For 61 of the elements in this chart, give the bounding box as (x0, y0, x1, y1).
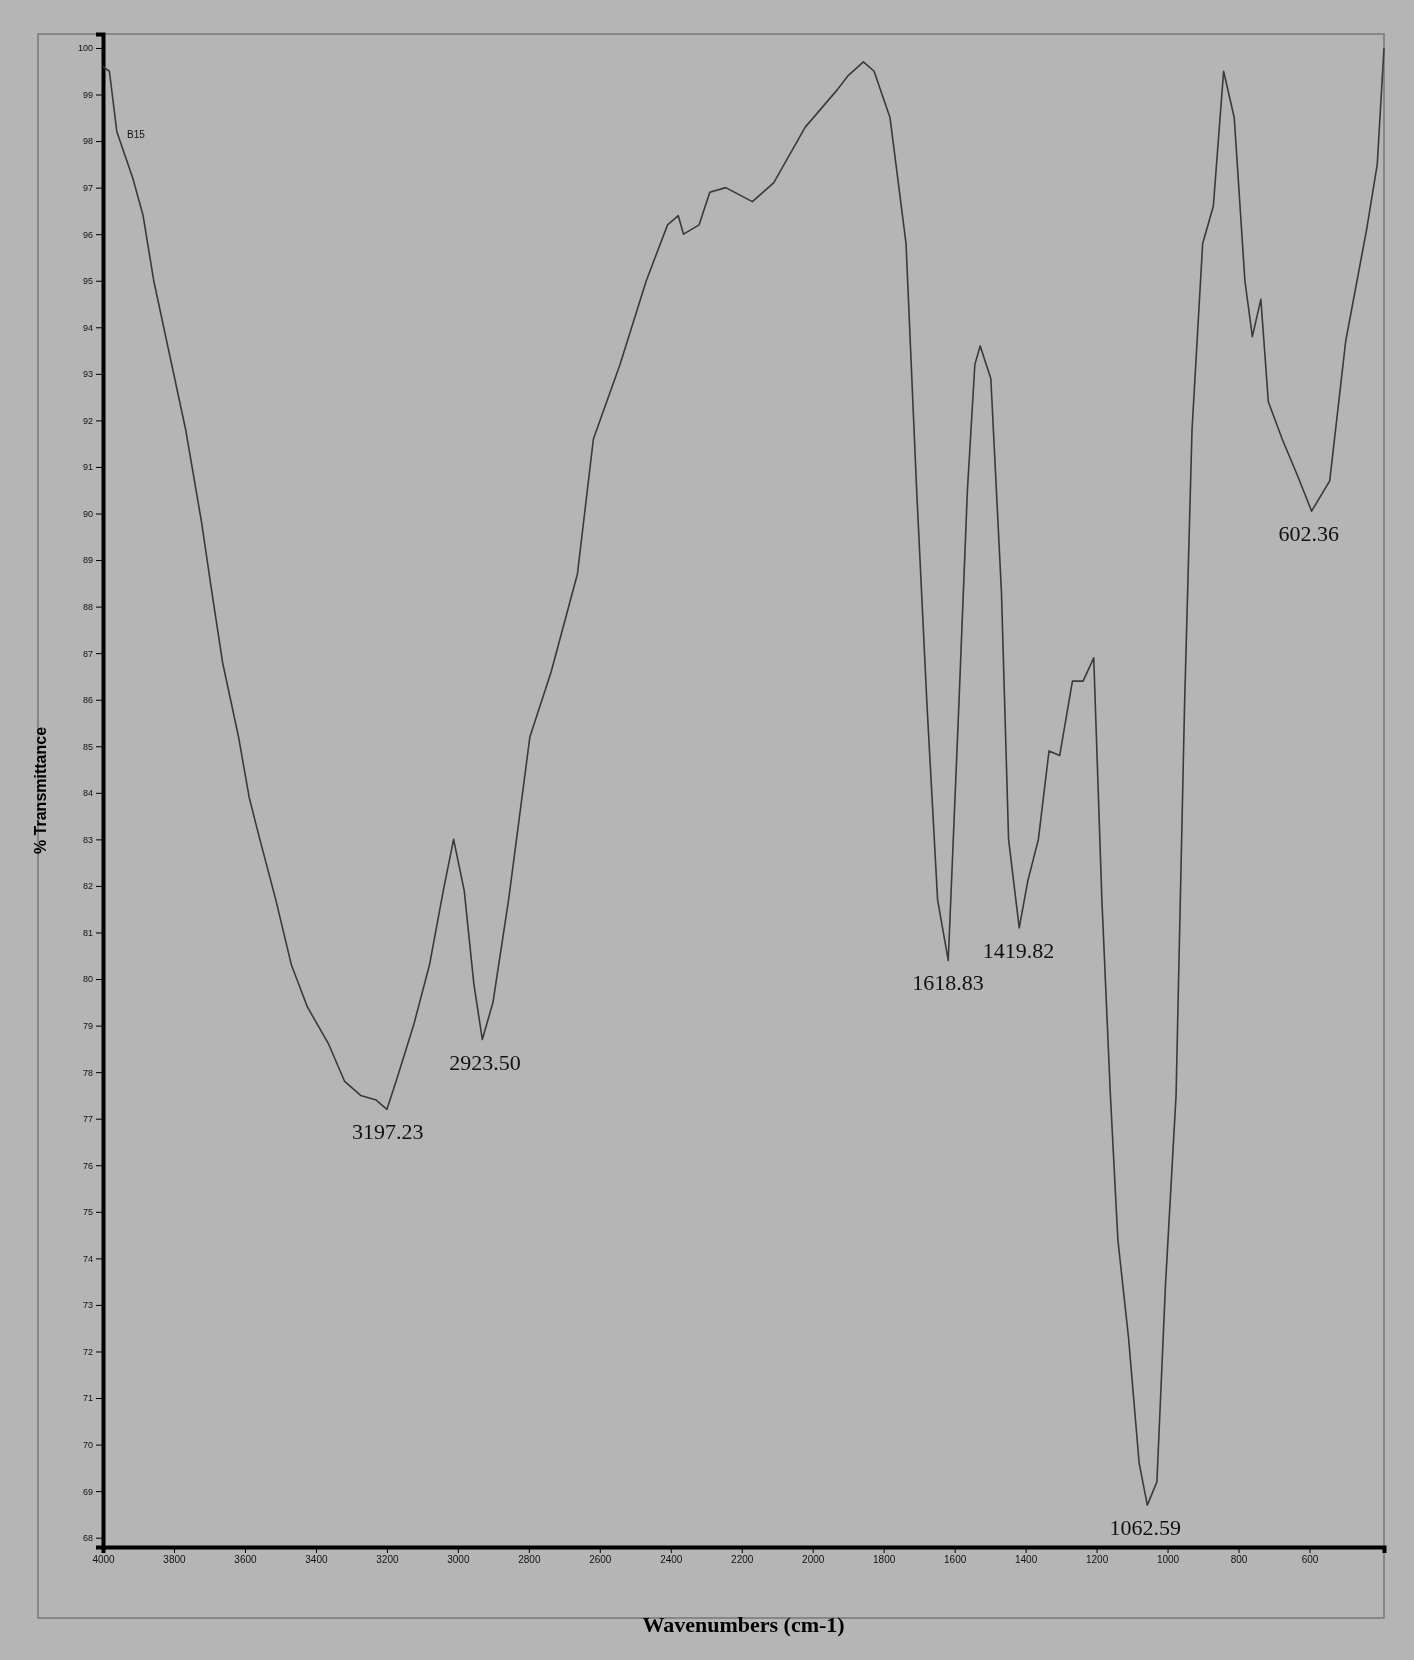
annotation: 2923.50 (449, 1049, 521, 1075)
annotation: 602.36 (1278, 521, 1339, 547)
y-tick-label: 92 (82, 415, 93, 426)
annotation: 3197.23 (352, 1119, 424, 1145)
x-tick-label: 2800 (518, 1554, 541, 1566)
x-tick-label: 4000 (92, 1554, 116, 1566)
x-tick-label: 2600 (589, 1554, 612, 1566)
x-tick-label: 3200 (376, 1554, 399, 1566)
y-tick-label: 78 (82, 1067, 93, 1078)
x-tick-label: 2200 (731, 1554, 754, 1566)
y-tick-label: 81 (82, 927, 93, 938)
y-tick-label: 74 (82, 1253, 93, 1264)
x-axis-title: Wavenumbers (cm-1) (642, 1612, 845, 1637)
annotation: 1419.82 (982, 937, 1055, 963)
y-tick-label: 76 (82, 1160, 93, 1171)
y-tick-label: 79 (82, 1020, 93, 1031)
annotation: B15 (127, 129, 146, 140)
y-tick-label: 88 (82, 601, 93, 612)
y-tick-label: 95 (82, 276, 93, 287)
y-tick-label: 83 (82, 834, 93, 845)
x-tick-label: 1400 (1014, 1554, 1038, 1566)
y-tick-label: 85 (82, 741, 93, 752)
x-tick-label: 1000 (1156, 1554, 1180, 1566)
x-tick-label: 1600 (944, 1554, 967, 1566)
y-tick-label: 93 (82, 369, 93, 380)
x-tick-label: 2000 (802, 1554, 825, 1566)
x-tick-label: 3800 (163, 1554, 187, 1566)
x-tick-label: 1800 (873, 1554, 896, 1566)
x-tick-label: 2400 (660, 1554, 683, 1566)
y-tick-label: 80 (82, 974, 93, 985)
y-tick-label: 89 (82, 555, 93, 566)
y-tick-label: 70 (82, 1439, 93, 1450)
y-tick-label: 91 (82, 462, 93, 473)
y-tick-label: 82 (82, 881, 93, 892)
y-tick-label: 86 (82, 695, 93, 706)
y-tick-label: 71 (82, 1393, 93, 1404)
y-axis-title: % Transmittance (32, 726, 49, 855)
x-tick-label: 1200 (1085, 1554, 1109, 1566)
y-tick-label: 69 (82, 1486, 93, 1497)
annotation: 1062.59 (1109, 1515, 1182, 1541)
y-tick-label: 87 (82, 648, 93, 659)
annotation: 1618.83 (912, 970, 984, 996)
x-tick-label: 3400 (305, 1554, 328, 1566)
x-tick-label: 800 (1230, 1554, 1248, 1566)
y-tick-label: 96 (82, 229, 93, 240)
y-tick-label: 75 (82, 1207, 93, 1218)
y-tick-label: 90 (82, 508, 93, 519)
line-series (102, 47, 1385, 1506)
y-tick-label: 99 (82, 89, 93, 100)
x-tick-label: 3000 (447, 1554, 470, 1566)
y-tick-label: 100 (77, 43, 93, 54)
y-tick-label: 77 (82, 1114, 93, 1125)
y-tick-label: 73 (82, 1300, 93, 1311)
y-tick-label: 94 (82, 322, 93, 333)
y-tick-label: 72 (82, 1346, 93, 1357)
y-tick-label: 68 (82, 1533, 93, 1544)
x-tick-label: 3600 (234, 1554, 257, 1566)
y-tick-label: 98 (82, 136, 93, 147)
y-tick-label: 97 (82, 183, 93, 194)
y-tick-label: 84 (82, 788, 93, 799)
x-tick-label: 600 (1301, 1554, 1319, 1566)
